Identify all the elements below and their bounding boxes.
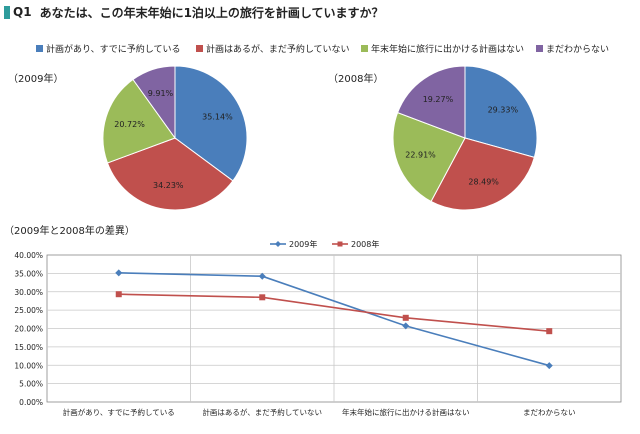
pie-legend-item-3: まだわからない [536,42,609,55]
line-y-tick-2: 10.00% [14,361,43,370]
pie-2009-year-label: （2009年） [8,74,64,85]
pie-2009-slice-label-3: 9.91% [148,89,174,98]
pie-chart-2008: 29.33% 28.49% 22.91% 19.27% [392,65,538,211]
pie-legend-swatch-2 [361,45,368,52]
pie-legend-item-2: 年末年始に旅行に出かける計画はない [361,42,524,55]
line-legend-marker-1 [337,241,343,247]
pie-2008-slice-0 [464,65,538,158]
pie-2009-slice-3 [132,65,176,140]
line-series-1-point-2 [402,314,409,321]
line-y-tick-5: 25.00% [14,306,43,315]
line-y-tick-3: 15.00% [14,343,43,352]
line-series-0-point-1 [258,272,266,280]
line-legend-label-0: 2009年 [289,239,317,249]
line-chart-section-title: （2009年と2008年の差異） [4,226,135,237]
line-legend-label-1: 2008年 [351,239,379,249]
line-y-tick-0: 0.00% [19,398,43,407]
line-x-tick-3: まだわからない [523,408,576,417]
line-series-0 [118,272,550,367]
pie-2008-slice-label-3: 19.27% [423,95,454,104]
pie-legend-swatch-1 [196,45,203,52]
pie-chart-2009: 35.14% 34.23% 20.72% 9.91% [102,65,248,211]
pie-2008-slice-3 [396,65,466,139]
line-chart: 0.00% 5.00% 10.00% 15.00% 20.00% 25.00% 30.00%… [14,239,622,417]
pie-legend-item-1: 計画はあるが、まだ予約していない [196,42,350,55]
pie-2009-slice-1 [106,137,234,211]
pie-legend-label-2: 年末年始に旅行に出かける計画はない [371,45,525,55]
line-y-tick-6: 30.00% [14,288,43,297]
pie-2009-slice-label-2: 20.72% [114,120,145,129]
question-header: Q1 あなたは、この年末年始に1泊以上の旅行を計画していますか？ [4,4,384,20]
line-y-tick-8: 40.00% [14,251,43,260]
line-series-1-point-3 [546,328,553,335]
line-x-tick-1: 計画はあるが、まだ予約していない [202,407,322,417]
line-x-tick-0: 計画があり、すでに予約している [63,407,175,417]
pie-legend-item-0: 計画があり、すでに予約している [36,42,180,55]
pie-legend-swatch-3 [536,45,543,52]
pie-2009-slice-2 [102,78,176,164]
question-number: Q1 [13,5,32,19]
pie-legend-label-1: 計画はあるが、まだ予約していない [206,45,350,55]
line-series-1-point-0 [115,291,122,298]
line-x-tick-2: 年末年始に旅行に出かける計画はない [342,407,470,417]
pie-legend-swatch-0 [36,45,43,52]
pie-2008-slice-2 [392,111,466,203]
pie-2009-slice-label-1: 34.23% [153,181,184,190]
line-legend-marker-0 [275,241,281,247]
line-y-tick-7: 35.00% [14,269,43,278]
pie-2009-slice-0 [174,65,248,182]
pie-2009-slice-label-0: 35.14% [202,113,233,122]
question-text: あなたは、この年末年始に1泊以上の旅行を計画していますか？ [39,5,384,20]
pie-2008-year-label: （2008年） [328,74,384,85]
pie-2008-slice-label-2: 22.91% [405,151,436,160]
line-series-0-point-2 [402,322,410,330]
pie-legend-label-3: まだわからない [546,45,610,55]
line-series-0-point-0 [115,269,123,277]
line-series-0-point-3 [545,362,553,370]
pie-legend-label-0: 計画があり、すでに予約している [46,45,181,55]
question-marker-icon [4,5,10,19]
pie-2008-slice-label-0: 29.33% [488,105,519,114]
line-y-tick-4: 20.00% [14,325,43,334]
line-series-1-point-1 [259,294,266,301]
pie-legend: 計画があり、すでに予約している 計画はあるが、まだ予約していない 年末年始に旅行… [0,42,640,56]
pie-2008-slice-1 [430,137,535,211]
line-y-tick-1: 5.00% [19,380,43,389]
pie-2008-slice-label-1: 28.49% [468,178,499,187]
line-series-1 [118,293,550,332]
